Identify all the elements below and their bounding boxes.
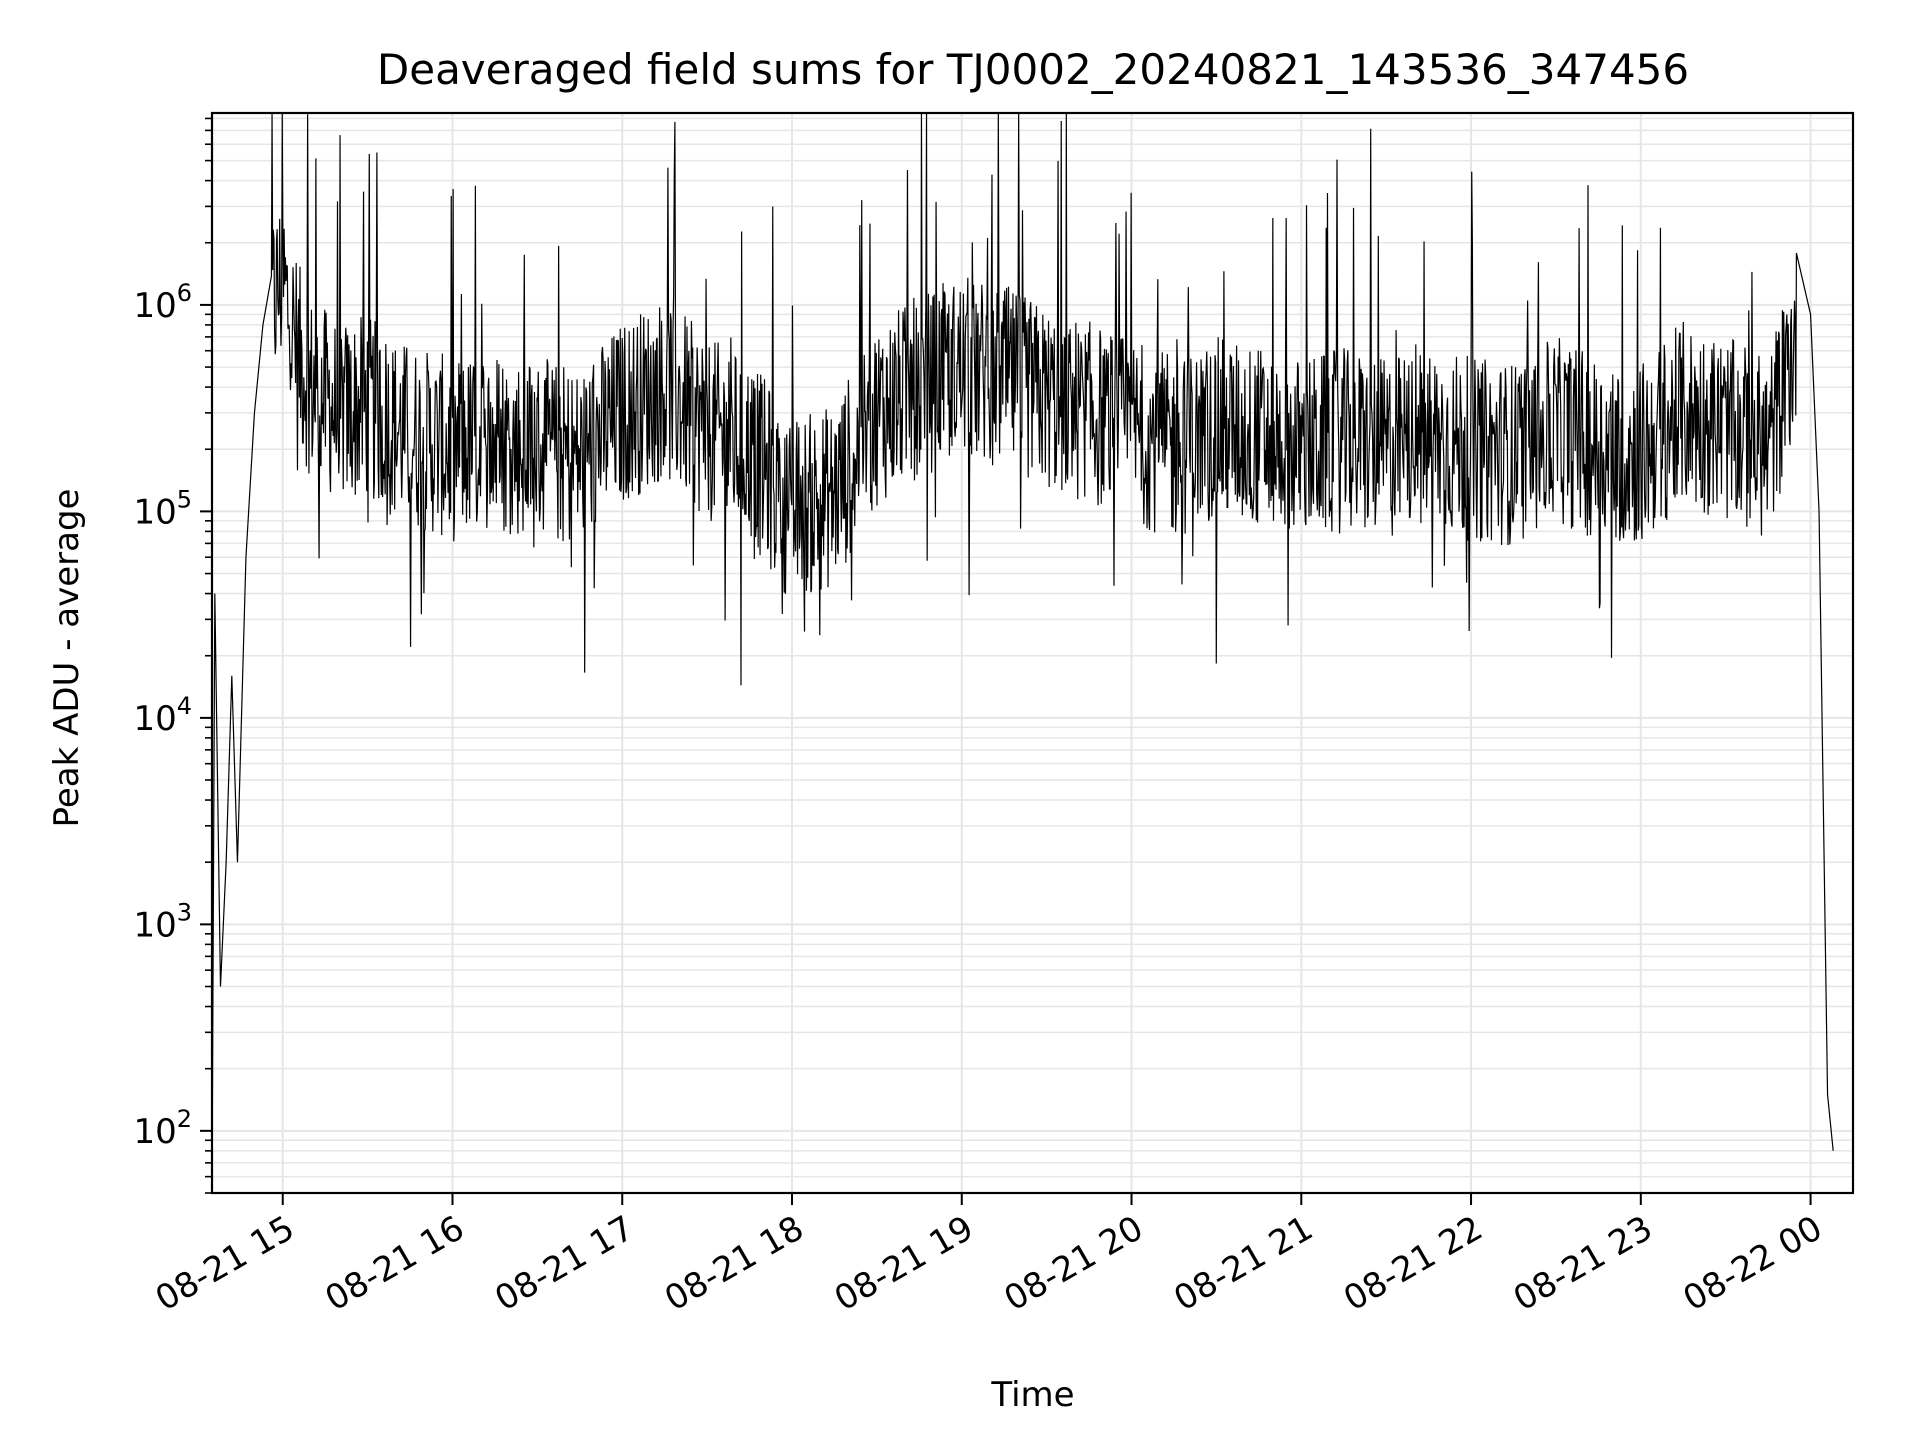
y-tick-label: 103 — [133, 898, 192, 945]
chart-title: Deaveraged field sums for TJ0002_2024082… — [377, 45, 1689, 94]
y-tick-label: 104 — [133, 692, 192, 739]
y-tick-label: 105 — [133, 485, 192, 532]
y-axis-label: Peak ADU - average — [47, 489, 87, 828]
plot-frame — [210, 111, 1855, 1195]
x-axis-label: Time — [990, 1375, 1074, 1415]
data-series — [211, 112, 1834, 1194]
data-line — [211, 112, 1834, 1194]
y-tick-label: 102 — [133, 1105, 192, 1152]
y-tick-label: 106 — [133, 279, 192, 326]
